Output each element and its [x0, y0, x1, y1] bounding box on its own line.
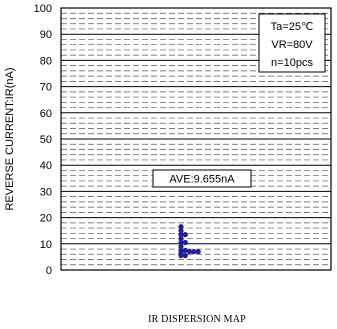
y-tick-label: 90: [40, 29, 52, 41]
plot-frame: [60, 7, 332, 271]
chart-title: IR DISPERSION MAP: [148, 314, 246, 325]
y-tick-label: 0: [46, 265, 52, 277]
data-point: [182, 252, 188, 259]
data-point: [195, 249, 201, 255]
data-point: [178, 243, 184, 250]
data-point: [178, 228, 184, 234]
y-tick-label: 100: [34, 3, 52, 15]
data-point: [182, 232, 188, 238]
condition-vr: VR=80V: [271, 39, 313, 51]
data-point: [178, 235, 184, 242]
average-label: AVE:9.655nA: [169, 174, 235, 186]
average-box: AVE:9.655nA: [152, 169, 252, 188]
data-points: [178, 224, 201, 259]
y-axis-label: REVERSE CURRENT:IR(nA): [4, 67, 16, 210]
conditions-box: Ta=25℃ VR=80V n=10pcs: [258, 13, 326, 73]
data-point: [178, 239, 184, 246]
y-tick-label: 60: [40, 108, 52, 120]
data-point: [178, 247, 184, 253]
data-point: [191, 249, 197, 255]
data-point: [187, 249, 193, 255]
y-tick-label: 40: [40, 160, 52, 172]
y-tick-label: 80: [40, 55, 52, 67]
y-tick-labels: 0 10 20 30 40 50 60 70 80 90 100: [34, 3, 52, 277]
data-point: [182, 239, 188, 246]
data-point: [178, 232, 184, 238]
y-tick-label: 10: [40, 239, 52, 251]
condition-ta: Ta=25℃: [271, 21, 314, 33]
y-tick-label: 20: [40, 213, 52, 225]
data-point: [182, 247, 188, 253]
data-point: [178, 224, 184, 230]
condition-n: n=10pcs: [271, 57, 313, 69]
y-tick-label: 30: [40, 186, 52, 198]
y-tick-label: 70: [40, 82, 52, 94]
y-tick-label: 50: [40, 134, 52, 146]
